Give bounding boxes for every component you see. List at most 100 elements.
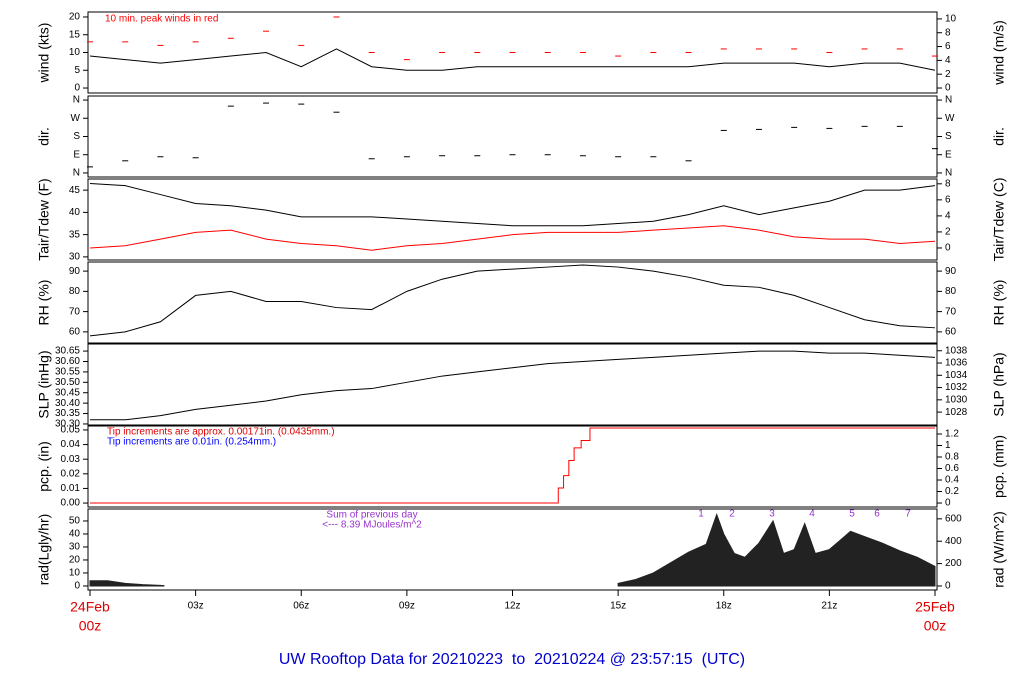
x-tick-label: 15z <box>610 601 626 612</box>
y2-tick-label: 90 <box>945 266 957 277</box>
marker-label: 1 <box>698 509 704 520</box>
y2-tick-label: 1 <box>945 440 951 451</box>
marker-label: 5 <box>849 509 855 520</box>
x-tick-label: 03z <box>188 601 204 612</box>
y2-tick-label: 600 <box>945 513 962 524</box>
y2-tick-label: N <box>945 168 952 179</box>
marker-label: 2 <box>729 509 735 520</box>
y2-tick-label: 0.4 <box>945 475 959 486</box>
y2-tick-label: 1030 <box>945 394 968 405</box>
y-tick-label: 0 <box>74 83 80 94</box>
marker-label: 3 <box>769 509 775 520</box>
y-tick-label: 10 <box>69 47 81 58</box>
y-tick-label: 15 <box>69 29 81 40</box>
y2-tick-label: 6 <box>945 41 951 52</box>
y-tick-label: 60 <box>69 327 81 338</box>
y-axis-label: Tair/Tdew (F) <box>36 178 52 260</box>
panel-frame <box>87 178 938 261</box>
y-tick-label: 30.35 <box>55 408 80 419</box>
y-tick-label: 30 <box>69 542 81 553</box>
y-tick-label: 20 <box>69 555 81 566</box>
y2-axis-label: SLP (hPa) <box>991 352 1007 416</box>
y-tick-label: 10 <box>69 568 81 579</box>
y-tick-label: E <box>73 149 80 160</box>
y-axis-label: SLP (inHg) <box>36 350 52 418</box>
y-tick-label: 0.03 <box>61 454 81 465</box>
x-tick-label: 18z <box>716 601 732 612</box>
y-axis-label: pcp. (in) <box>36 441 52 492</box>
area <box>89 512 936 587</box>
x-tick-sublabel: 00z <box>79 618 102 634</box>
marker-label: 7 <box>905 509 911 520</box>
data-line <box>89 264 936 337</box>
y-tick-label: 90 <box>69 266 81 277</box>
data-line <box>90 350 936 421</box>
y2-tick-label: 10 <box>945 14 957 25</box>
y2-tick-label: 0 <box>945 498 951 509</box>
x-tick-label: 06z <box>293 601 309 612</box>
y2-tick-label: W <box>945 113 955 124</box>
x-tick-label: 24Feb <box>70 599 110 615</box>
y-axis-label: wind (kts) <box>36 23 52 84</box>
y2-axis-label: dir. <box>991 127 1007 146</box>
y-tick-label: 5 <box>74 65 80 76</box>
data-line <box>89 225 936 251</box>
y2-tick-label: 400 <box>945 536 962 547</box>
y-tick-label: 20 <box>69 12 81 23</box>
y-tick-label: N <box>73 168 80 179</box>
y-tick-label: 35 <box>69 229 81 240</box>
y2-tick-label: 1028 <box>945 407 968 418</box>
x-tick-label: 25Feb <box>915 599 955 615</box>
y-axis-label: RH (%) <box>36 280 52 326</box>
y-tick-label: 30.45 <box>55 387 80 398</box>
data-line <box>89 48 936 71</box>
y-tick-label: 0.02 <box>61 468 81 479</box>
y2-tick-label: 0 <box>945 243 951 254</box>
y2-tick-label: 0 <box>945 581 951 592</box>
y-tick-label: 30 <box>69 252 81 263</box>
note: Tip increments are 0.01in. (0.254mm.) <box>107 437 276 448</box>
y-tick-label: 0.01 <box>61 483 81 494</box>
y2-tick-label: E <box>945 149 952 160</box>
y-tick-label: 0 <box>74 581 80 592</box>
y-tick-label: 30.65 <box>55 346 80 357</box>
note: <--- 8.39 MJoules/m^2 <box>322 520 422 531</box>
note: Sum of previous day <box>326 510 417 521</box>
y-tick-label: 30.60 <box>55 356 80 367</box>
y2-tick-label: 1036 <box>945 358 968 369</box>
y-tick-label: 0.05 <box>61 425 81 436</box>
x-tick-label: 12z <box>504 601 520 612</box>
y2-tick-label: 0.2 <box>945 486 959 497</box>
x-tick-label: 21z <box>821 601 837 612</box>
y2-axis-label: RH (%) <box>991 280 1007 326</box>
y-tick-label: S <box>73 131 80 142</box>
y-tick-label: 40 <box>69 529 81 540</box>
y2-tick-label: 4 <box>945 211 951 222</box>
y2-axis-label: pcp. (mm) <box>991 435 1007 498</box>
annotation: 10 min. peak winds in red <box>105 14 218 25</box>
y2-tick-label: 70 <box>945 306 957 317</box>
panel-frame <box>87 261 938 344</box>
marker-label: 6 <box>874 509 880 520</box>
y-tick-label: 0.00 <box>61 498 81 509</box>
y2-tick-label: 8 <box>945 27 951 38</box>
y-tick-label: N <box>73 95 80 106</box>
y-tick-label: 40 <box>69 207 81 218</box>
y2-tick-label: 0.8 <box>945 452 959 463</box>
y2-tick-label: 0.6 <box>945 463 959 474</box>
data-line <box>90 427 935 504</box>
y2-axis-label: wind (m/s) <box>991 20 1007 86</box>
y-tick-label: 45 <box>69 185 81 196</box>
y-tick-label: 30.30 <box>55 419 80 430</box>
y2-tick-label: 1038 <box>945 345 968 356</box>
y-tick-label: W <box>71 113 81 124</box>
data-line <box>89 182 936 227</box>
y2-axis-label: rad (W/m^2) <box>991 511 1007 588</box>
note: Tip increments are approx. 0.00171in. (0… <box>107 427 335 438</box>
marker-label: 4 <box>809 509 815 520</box>
chart-title: UW Rooftop Data for 20210223 to 20210224… <box>279 651 745 668</box>
y2-tick-label: 1032 <box>945 382 968 393</box>
y2-axis-label: Tair/Tdew (C) <box>991 177 1007 261</box>
y2-tick-label: 200 <box>945 558 962 569</box>
